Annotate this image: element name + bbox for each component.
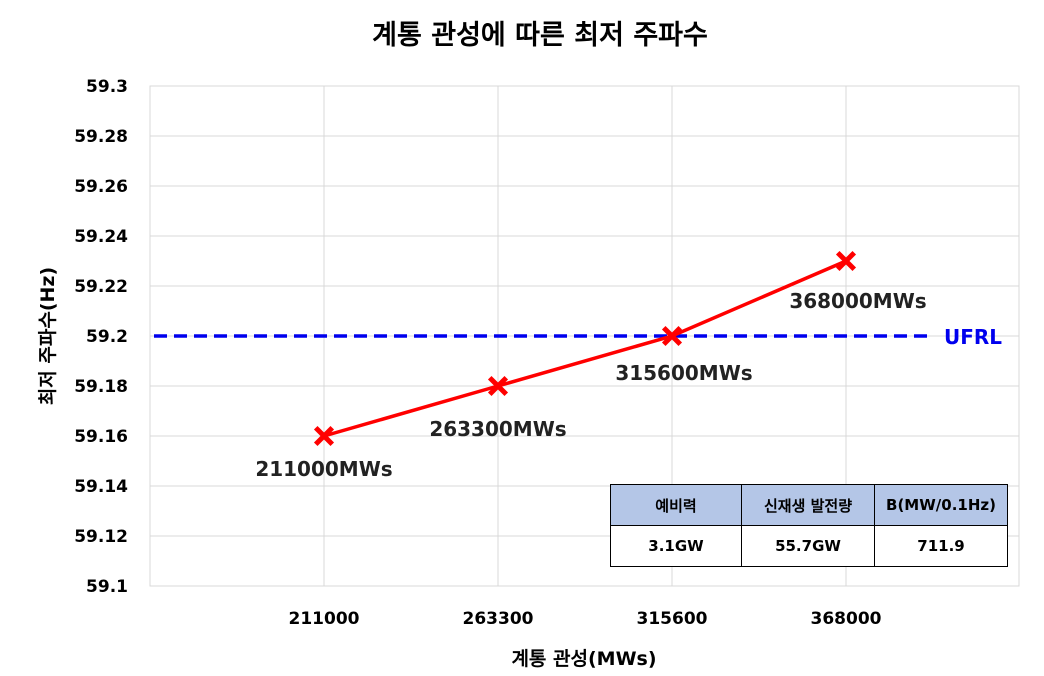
data-label: 315600MWs [615, 361, 752, 385]
info-table: 예비력 신재생 발전량 B(MW/0.1Hz) 3.1GW 55.7GW 711… [610, 484, 1008, 567]
y-tick-label: 59.2 [86, 327, 128, 347]
info-table-value-b: 711.9 [874, 525, 1008, 567]
info-table-header-row: 예비력 신재생 발전량 B(MW/0.1Hz) [610, 484, 1008, 526]
info-table-header-reserve: 예비력 [610, 484, 742, 526]
data-point-marker [661, 325, 683, 347]
y-tick-label: 59.22 [74, 277, 128, 297]
data-point-marker [835, 250, 857, 272]
info-table-header-b: B(MW/0.1Hz) [874, 484, 1008, 526]
x-tick-label: 368000 [811, 609, 882, 629]
info-table-value-row: 3.1GW 55.7GW 711.9 [610, 525, 1008, 567]
x-axis-ticks: 211000 263300 315600 368000 [289, 609, 882, 629]
data-label: 211000MWs [255, 457, 392, 481]
x-axis-title: 계통 관성(MWs) [511, 648, 656, 670]
x-tick-label: 263300 [463, 609, 534, 629]
x-tick-label: 315600 [637, 609, 708, 629]
y-tick-label: 59.28 [74, 127, 128, 147]
y-axis-title: 최저 주파수(Hz) [37, 267, 59, 405]
series-line [323, 259, 847, 438]
y-tick-label: 59.1 [86, 577, 128, 597]
data-label: 263300MWs [429, 417, 566, 441]
chart-title: 계통 관성에 따른 최저 주파수 [372, 20, 708, 51]
info-table-value-renewable: 55.7GW [741, 525, 875, 567]
data-point-marker [313, 425, 335, 447]
data-labels: 211000MWs 263300MWs 315600MWs 368000MWs [255, 289, 926, 481]
ufrl-label: UFRL [944, 325, 1002, 349]
y-tick-label: 59.12 [74, 527, 128, 547]
y-axis-ticks: 59.1 59.12 59.14 59.16 59.18 59.2 59.22 59.24 59… [74, 77, 128, 597]
y-tick-label: 59.18 [74, 377, 128, 397]
data-point-marker [487, 375, 509, 397]
y-tick-label: 59.16 [74, 427, 128, 447]
data-label: 368000MWs [789, 289, 926, 313]
y-tick-label: 59.24 [74, 227, 128, 247]
data-markers [313, 250, 857, 447]
y-tick-label: 59.26 [74, 177, 128, 197]
y-tick-label: 59.14 [74, 477, 128, 497]
info-table-value-reserve: 3.1GW [610, 525, 742, 567]
x-tick-label: 211000 [289, 609, 360, 629]
y-tick-label: 59.3 [86, 77, 128, 97]
info-table-header-renewable: 신재생 발전량 [741, 484, 875, 526]
